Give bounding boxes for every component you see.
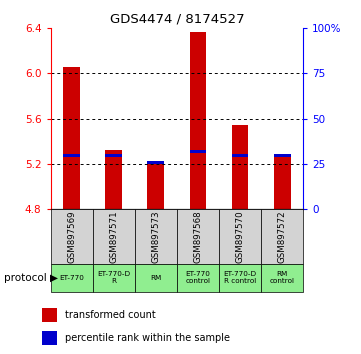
Bar xyxy=(135,209,177,264)
Bar xyxy=(190,32,206,209)
Bar xyxy=(261,209,303,264)
Bar xyxy=(219,209,261,264)
Text: RM: RM xyxy=(150,275,161,281)
Text: GSM897568: GSM897568 xyxy=(193,210,203,263)
Bar xyxy=(51,209,93,264)
Bar xyxy=(232,154,248,158)
Bar xyxy=(63,154,80,158)
Text: percentile rank within the sample: percentile rank within the sample xyxy=(65,332,230,343)
Bar xyxy=(105,150,122,209)
Bar xyxy=(93,264,135,292)
Text: GSM897572: GSM897572 xyxy=(278,210,287,263)
Bar xyxy=(261,264,303,292)
Bar xyxy=(232,125,248,209)
Text: ET-770-D
R control: ET-770-D R control xyxy=(223,272,257,284)
Bar xyxy=(190,150,206,153)
Text: RM
control: RM control xyxy=(270,272,295,284)
Text: GSM897573: GSM897573 xyxy=(151,210,160,263)
Text: GSM897571: GSM897571 xyxy=(109,210,118,263)
Bar xyxy=(51,264,93,292)
Text: GSM897569: GSM897569 xyxy=(67,210,76,263)
Bar xyxy=(177,264,219,292)
Bar xyxy=(177,209,219,264)
Text: ET-770
control: ET-770 control xyxy=(186,272,210,284)
Bar xyxy=(63,67,80,209)
Bar xyxy=(93,209,135,264)
Title: GDS4474 / 8174527: GDS4474 / 8174527 xyxy=(110,13,244,26)
Bar xyxy=(274,156,291,209)
Bar xyxy=(147,164,164,209)
Text: ET-770-D
R: ET-770-D R xyxy=(97,272,130,284)
Bar xyxy=(105,154,122,158)
Bar xyxy=(219,264,261,292)
Bar xyxy=(135,264,177,292)
Text: protocol ▶: protocol ▶ xyxy=(4,273,58,283)
Bar xyxy=(274,154,291,158)
Text: ET-770: ET-770 xyxy=(59,275,84,281)
Bar xyxy=(43,331,57,344)
Text: transformed count: transformed count xyxy=(65,310,156,320)
Bar xyxy=(147,161,164,164)
Bar xyxy=(43,308,57,322)
Text: GSM897570: GSM897570 xyxy=(236,210,244,263)
